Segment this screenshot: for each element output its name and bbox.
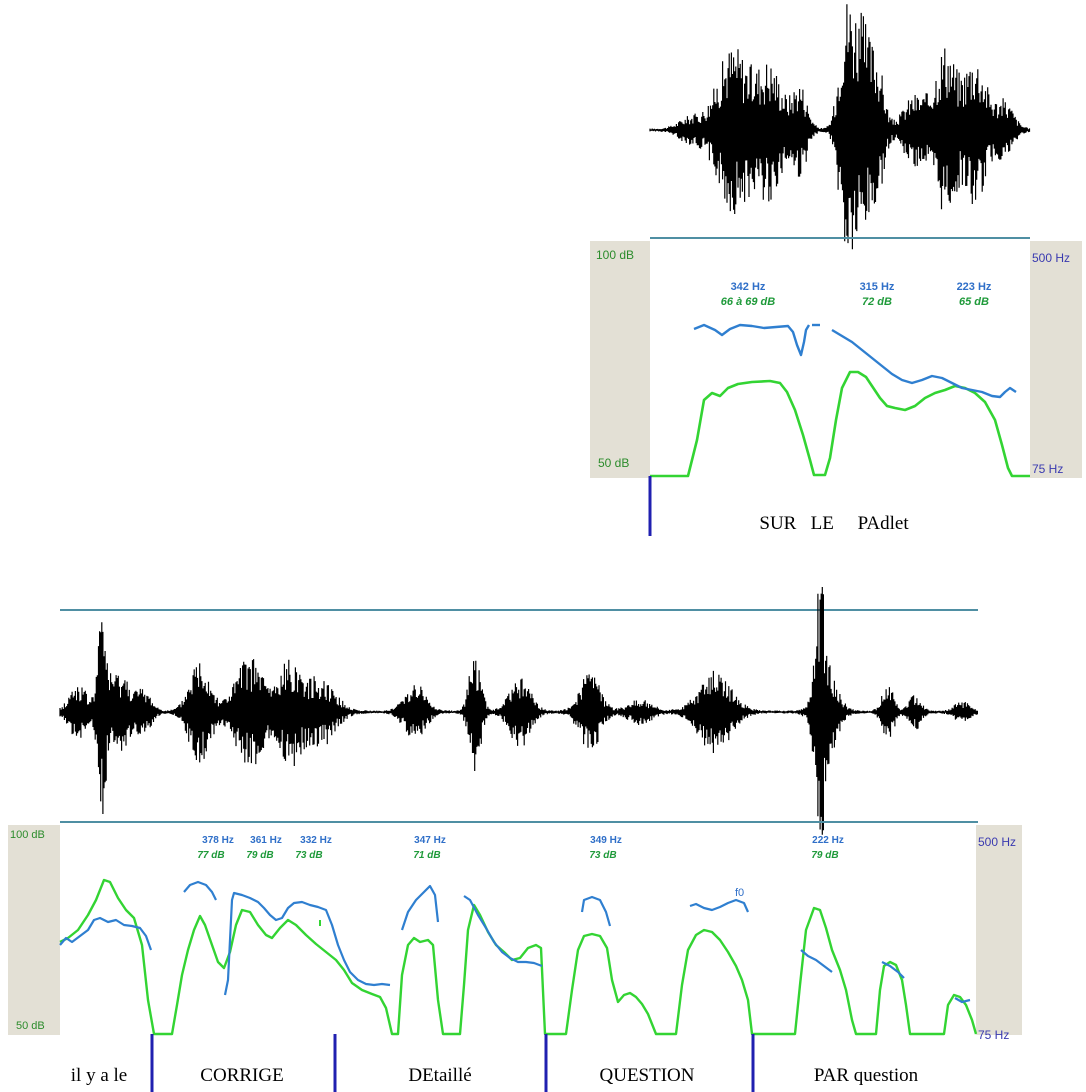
top-pitch-note-2: 315 Hz [860, 281, 895, 293]
bottom-db-max-label: 100 dB [10, 829, 45, 841]
bottom-pitch-note-1: 378 Hz [202, 835, 234, 846]
top-pitch-note-3: 223 Hz [957, 281, 992, 293]
top-hz-max-label: 500 Hz [1032, 251, 1070, 265]
bottom-pitch-curve-8 [800, 949, 833, 973]
bottom-db-note-5: 73 dB [589, 850, 616, 861]
top-pitch-curve-1 [693, 323, 811, 357]
bottom-segment-1: il y a le [71, 1065, 127, 1086]
bottom-pitch-note-6: 222 Hz [812, 835, 844, 846]
top-waveform [649, 4, 1031, 250]
bottom-intensity-curve [59, 878, 978, 1036]
bottom-db-note-6: 79 dB [811, 850, 838, 861]
bot-wave-trace [59, 587, 978, 835]
bottom-pitch-note-4: 347 Hz [414, 835, 446, 846]
top-figure: 100 dB 50 dB 500 Hz 75 Hz 342 Hz 66 à 69… [590, 4, 1082, 536]
bottom-hz-min-label: 75 Hz [978, 1028, 1009, 1042]
bottom-figure: 100 dB 50 dB 500 Hz 75 Hz 378 Hz 77 dB 3… [8, 587, 1022, 1092]
top-db-note-2: 72 dB [862, 296, 892, 308]
bottom-pitch-curve-3 [223, 891, 391, 996]
bottom-pitch-curve-4 [400, 884, 440, 931]
bottom-hz-max-label: 500 Hz [978, 835, 1016, 849]
bottom-pitch-curve-1 [59, 916, 153, 951]
bottom-pitch-curve-2 [183, 880, 217, 901]
bottom-pitch-curve-5 [463, 895, 543, 968]
bottom-segment-3: DEtaillé [408, 1065, 471, 1086]
top-db-min-label: 50 dB [598, 456, 629, 470]
bottom-segment-2: CORRIGE [200, 1065, 283, 1086]
top-db-note-3: 65 dB [959, 296, 989, 308]
bottom-pitch-note-2: 361 Hz [250, 835, 282, 846]
top-pitch-note-1: 342 Hz [731, 281, 766, 293]
bottom-segment-5: PAR question [814, 1065, 919, 1086]
bottom-right-band [976, 825, 1022, 1035]
top-pitch-curve-3 [831, 328, 1017, 399]
bottom-pitch-curve-10 [954, 997, 971, 1004]
bottom-waveform [59, 587, 978, 835]
bottom-db-note-3: 73 dB [295, 850, 322, 861]
bottom-pitch-curve-9 [881, 961, 905, 979]
bottom-f0-label: f0 [735, 887, 744, 899]
top-left-band [590, 241, 650, 478]
bottom-pitch-curve-7 [689, 898, 750, 913]
bottom-pitch-curve-6 [580, 895, 612, 927]
bottom-pitch-note-5: 349 Hz [590, 835, 622, 846]
top-right-band [1030, 241, 1082, 478]
top-hz-min-label: 75 Hz [1032, 462, 1063, 476]
bottom-db-note-4: 71 dB [413, 850, 440, 861]
bottom-segment-4: QUESTION [600, 1065, 695, 1086]
bottom-left-band [8, 825, 60, 1035]
bottom-db-note-2: 79 dB [246, 850, 273, 861]
top-db-note-1: 66 à 69 dB [721, 296, 775, 308]
bottom-db-note-1: 77 dB [197, 850, 224, 861]
bottom-pitch-note-3: 332 Hz [300, 835, 332, 846]
top-transcription: SUR LE PAdlet [759, 513, 909, 534]
top-db-max-label: 100 dB [596, 248, 634, 262]
top-wave-trace [649, 4, 1031, 250]
bottom-db-min-label: 50 dB [16, 1020, 45, 1032]
top-intensity-curve [650, 370, 1030, 478]
